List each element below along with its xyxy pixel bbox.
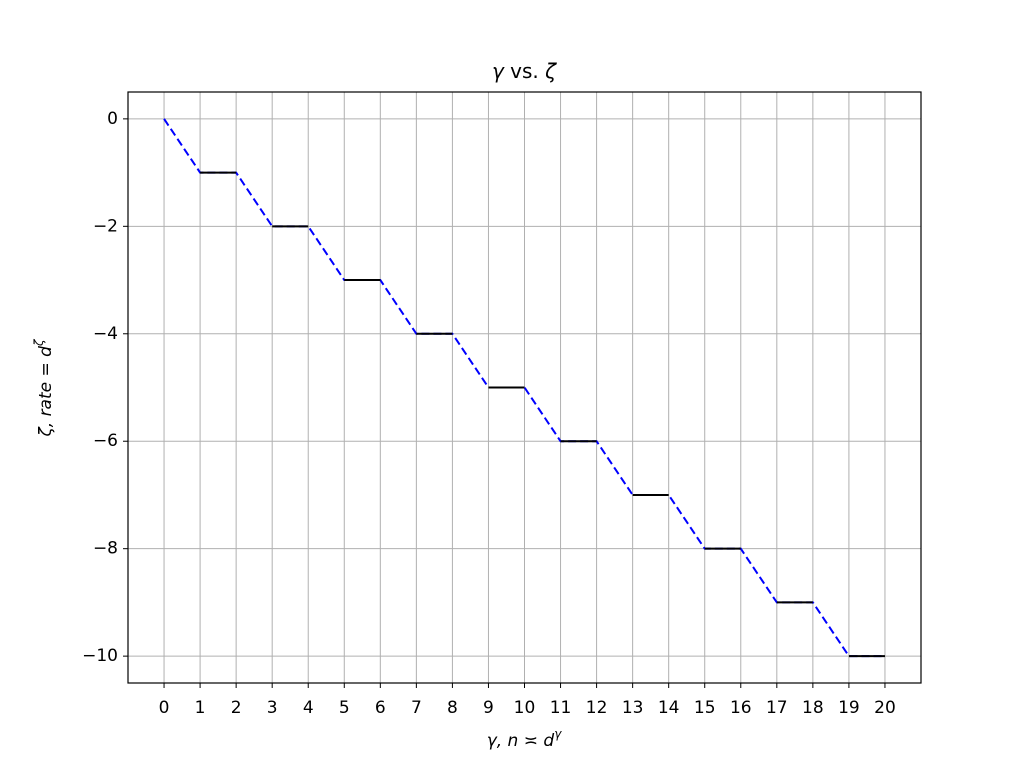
x-tick-label: 3: [267, 698, 278, 718]
y-tick-label: −4: [93, 324, 118, 344]
x-tick-label: 11: [550, 698, 572, 718]
y-label-main: ζ, rate = d: [36, 346, 56, 438]
x-tick-label: 8: [447, 698, 458, 718]
x-tick-label: 0: [159, 698, 170, 718]
plot-frame: [127, 91, 922, 684]
x-tick-label: 10: [514, 698, 536, 718]
x-tick-label: 2: [231, 698, 242, 718]
x-tick-label: 16: [730, 698, 752, 718]
x-axis-label: γ, n ≍ dγ: [487, 727, 563, 752]
y-tick-label: −6: [93, 431, 118, 451]
x-tick-label: 18: [802, 698, 824, 718]
y-tick-label: 0: [107, 109, 118, 129]
x-tick-label: 6: [375, 698, 386, 718]
y-tick-label: −10: [82, 646, 118, 666]
x-tick-label: 14: [658, 698, 680, 718]
y-axis-label: ζ, rate = dζ: [32, 338, 57, 437]
x-tick-label: 7: [411, 698, 422, 718]
title-part: vs.: [504, 59, 545, 83]
title-part: γ: [492, 59, 505, 83]
x-tick-label: 13: [622, 698, 644, 718]
x-tick-label: 1: [195, 698, 206, 718]
y-tick-label: −2: [93, 216, 118, 236]
x-tick-label: 19: [838, 698, 860, 718]
x-tick-label: 9: [483, 698, 494, 718]
y-tick-label: −8: [93, 539, 118, 559]
x-tick-label: 20: [874, 698, 896, 718]
y-label-sup: ζ: [32, 338, 46, 347]
x-tick-label: 4: [303, 698, 314, 718]
x-tick-label: 17: [766, 698, 788, 718]
title-part: ζ: [544, 59, 557, 83]
x-label-sup: γ: [554, 727, 562, 741]
x-label-main: γ, n ≍ d: [487, 731, 555, 751]
chart-title: γ vs. ζ: [492, 59, 557, 83]
x-tick-label: 12: [586, 698, 608, 718]
x-tick-label: 15: [694, 698, 716, 718]
x-tick-label: 5: [339, 698, 350, 718]
